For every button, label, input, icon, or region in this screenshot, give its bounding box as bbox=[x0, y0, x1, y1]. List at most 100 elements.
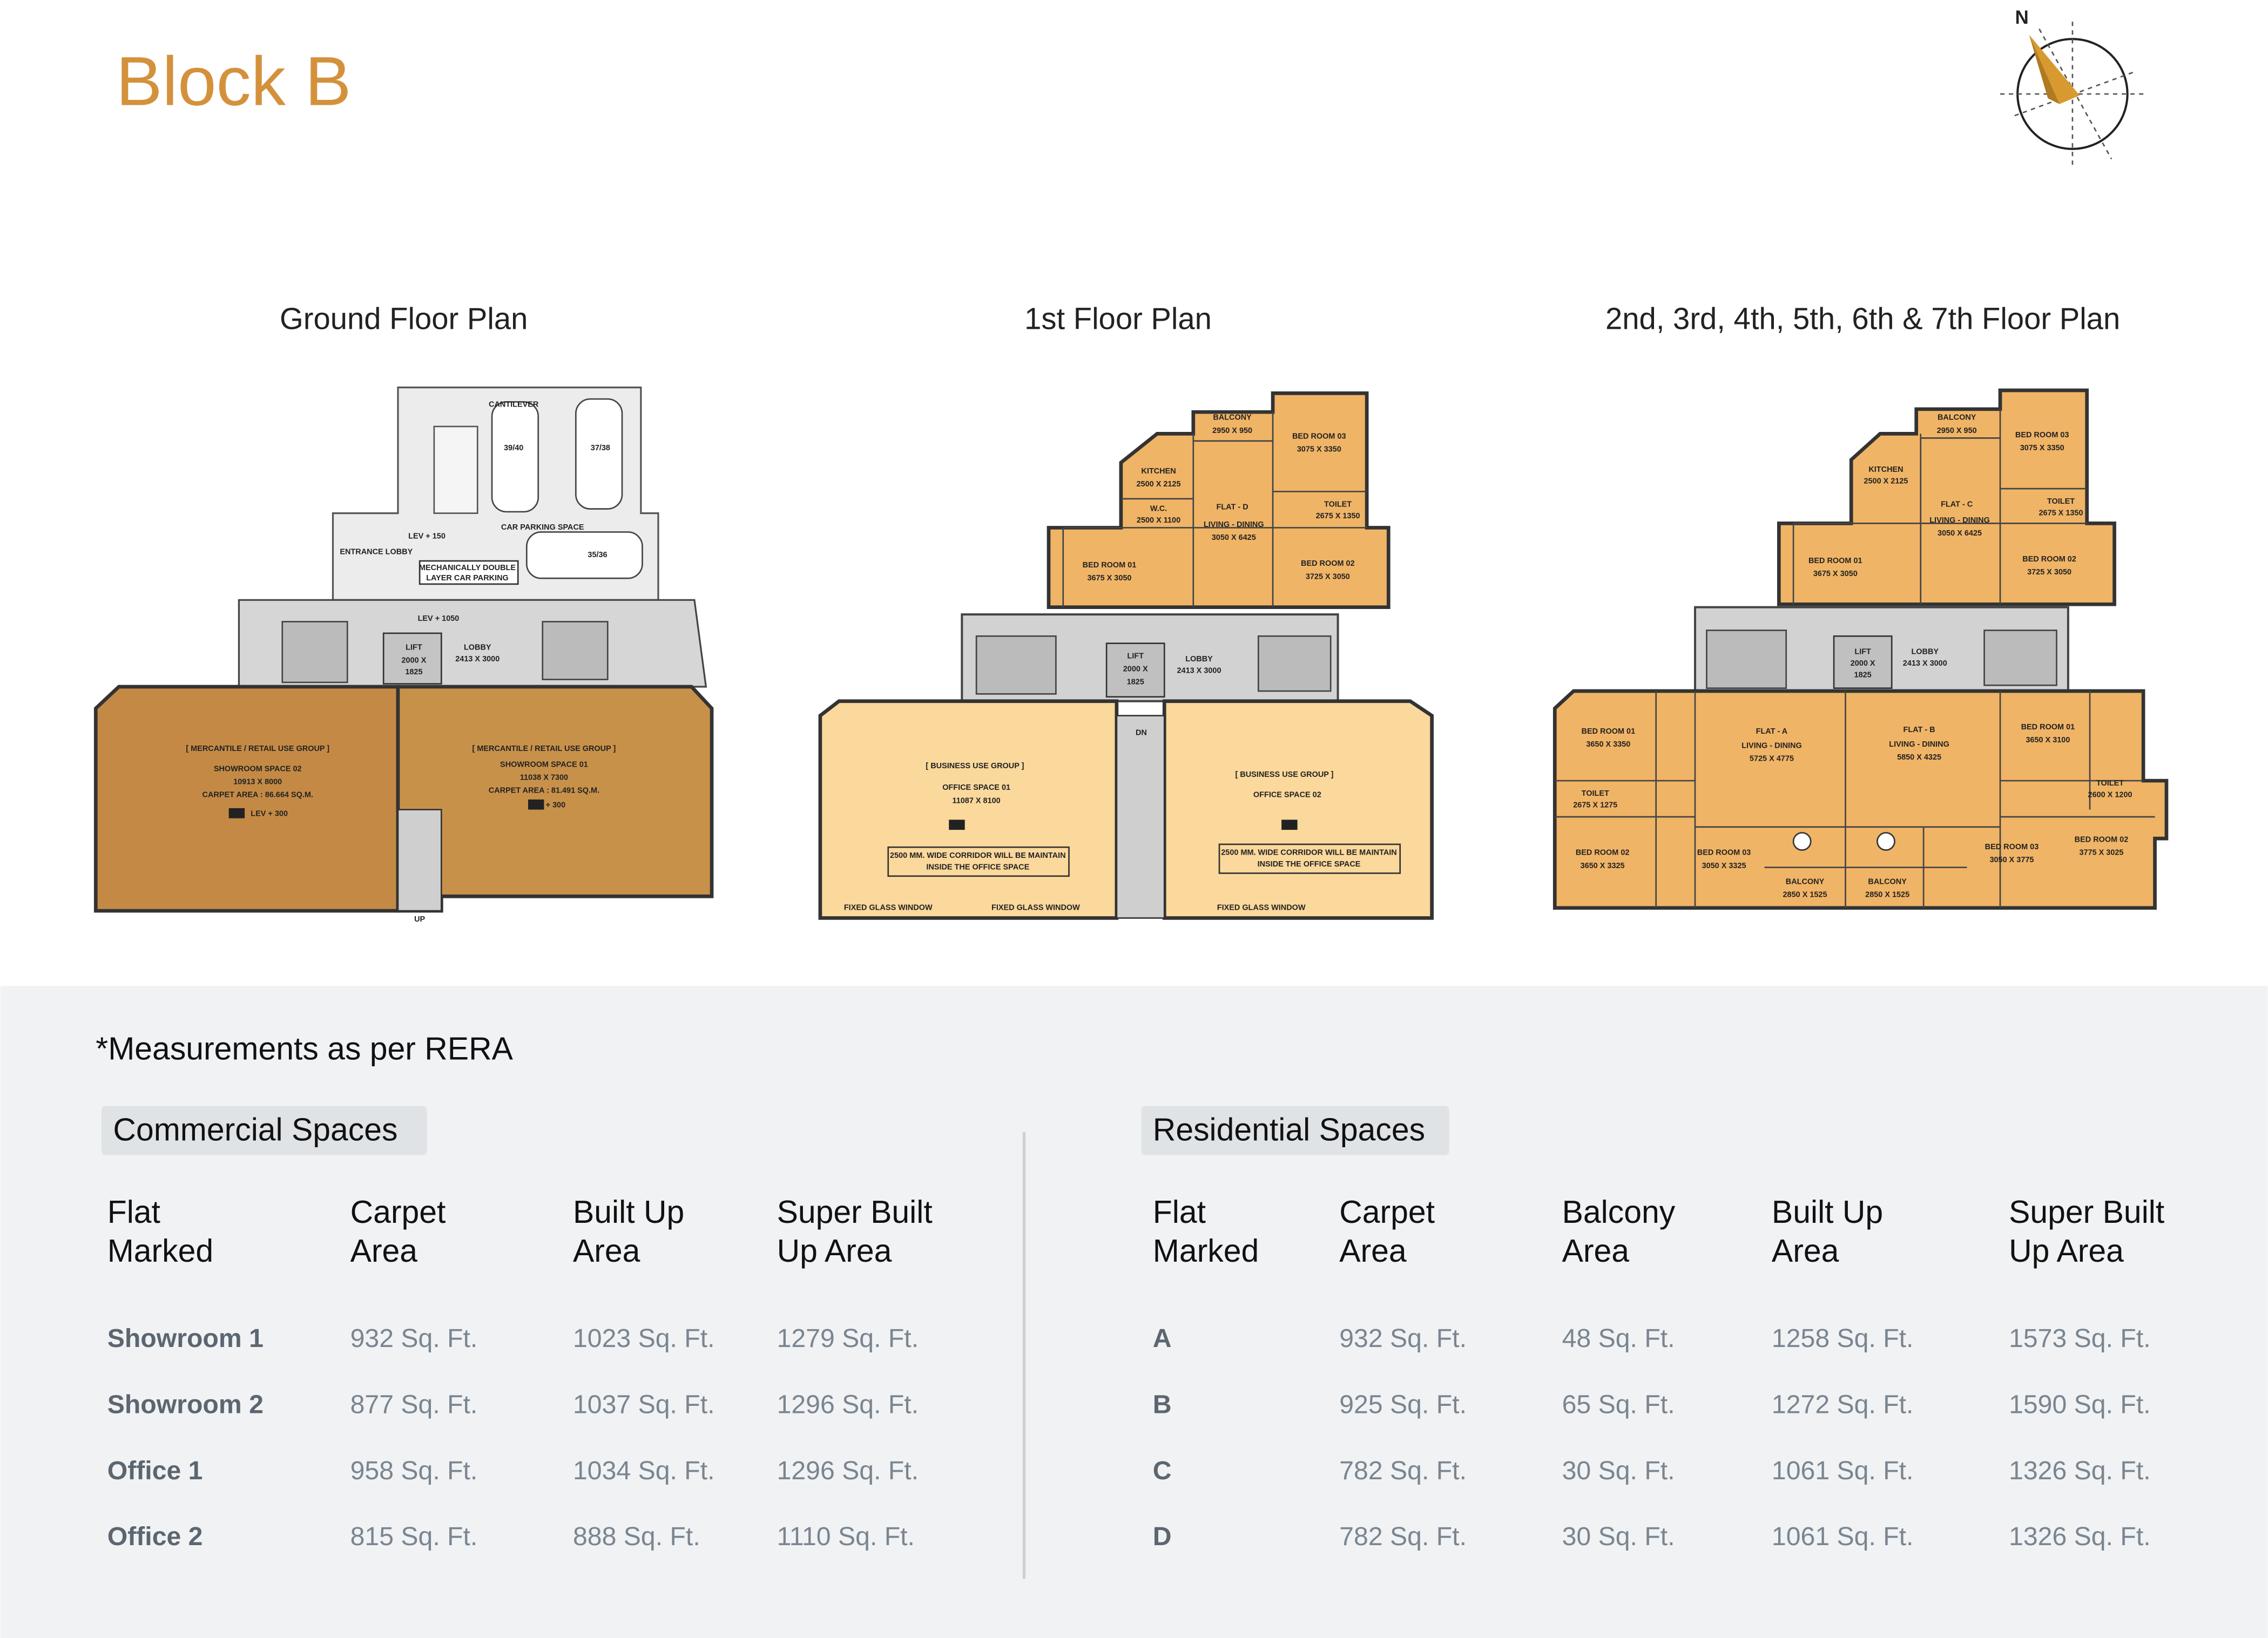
cell: 30 Sq. Ft. bbox=[1562, 1456, 1675, 1485]
plan-label: 2500 MM. WIDE CORRIDOR WILL BE MAINTAIN bbox=[890, 851, 1065, 860]
column-header: Marked bbox=[1153, 1234, 1259, 1269]
plan-label: 2500 X 2125 bbox=[1864, 477, 1908, 486]
cell: 1023 Sq. Ft. bbox=[573, 1324, 715, 1353]
plan-label: BED ROOM 01 bbox=[1582, 727, 1636, 736]
plan-label: [ BUSINESS USE GROUP ] bbox=[926, 762, 1024, 770]
plan-label: TOILET bbox=[1324, 500, 1352, 509]
plan-label: 2675 X 1275 bbox=[1573, 801, 1617, 809]
cell: 1272 Sq. Ft. bbox=[1772, 1390, 1914, 1419]
plan-label: 2000 X bbox=[1851, 659, 1875, 668]
row-label: Office 2 bbox=[107, 1522, 203, 1551]
plan-label: SHOWROOM SPACE 01 bbox=[500, 760, 588, 769]
plan-label: BED ROOM 03 bbox=[1985, 843, 2039, 851]
plan-label: 3675 X 3050 bbox=[1087, 574, 1131, 583]
column-header: Carpet bbox=[1339, 1195, 1435, 1230]
plan-label: BALCONY bbox=[1868, 877, 1907, 886]
cell: 48 Sq. Ft. bbox=[1562, 1324, 1675, 1353]
plan-label: BED ROOM 01 bbox=[1083, 561, 1137, 570]
cell: 932 Sq. Ft. bbox=[350, 1324, 478, 1353]
plan-label: ENTRANCE LOBBY bbox=[340, 548, 413, 557]
row-label: Showroom 2 bbox=[107, 1390, 264, 1419]
plan-label: 3650 X 3350 bbox=[1586, 740, 1630, 749]
plan-label: KITCHEN bbox=[1141, 467, 1176, 476]
plan-label: 3650 X 3325 bbox=[1581, 862, 1625, 870]
compass-label: N bbox=[2015, 7, 2029, 28]
plan-label: BED ROOM 02 bbox=[2022, 555, 2076, 564]
column-header: Area bbox=[573, 1234, 640, 1269]
cell: 958 Sq. Ft. bbox=[350, 1456, 478, 1485]
plan-label: INSIDE THE OFFICE SPACE bbox=[926, 863, 1029, 872]
plan-label: 3650 X 3100 bbox=[2026, 736, 2070, 744]
cell: 1061 Sq. Ft. bbox=[1772, 1522, 1914, 1551]
plan-label: 3050 X 6425 bbox=[1212, 533, 1256, 542]
plan-label: TOILET bbox=[2047, 497, 2075, 506]
plan-label: LOBBY bbox=[1185, 655, 1213, 664]
cell: 925 Sq. Ft. bbox=[1339, 1390, 1467, 1419]
cell: 1279 Sq. Ft. bbox=[777, 1324, 919, 1353]
plan-label: LEV + 300 bbox=[251, 809, 288, 818]
plan-label: FIXED GLASS WINDOW bbox=[1217, 903, 1306, 912]
plan-label: LOBBY bbox=[464, 643, 491, 652]
plan-label: 2850 X 1525 bbox=[1865, 890, 1909, 899]
column-header: Super Built bbox=[777, 1195, 933, 1230]
cell: 888 Sq. Ft. bbox=[573, 1522, 700, 1551]
plan-label: 2675 X 1350 bbox=[2039, 509, 2083, 517]
plan-label: CARPET AREA : 81.491 SQ.M. bbox=[489, 787, 599, 795]
plan-label: BED ROOM 01 bbox=[2021, 723, 2075, 732]
plan-label: 2000 X bbox=[402, 656, 427, 665]
column-header: Area bbox=[1339, 1234, 1407, 1269]
row-label: B bbox=[1153, 1390, 1172, 1419]
plan-label: 3675 X 3050 bbox=[1813, 570, 1858, 578]
column-header: Built Up bbox=[1772, 1195, 1883, 1230]
plan-label: [ BUSINESS USE GROUP ] bbox=[1235, 770, 1333, 779]
plan-label: OFFICE SPACE 02 bbox=[1253, 791, 1321, 800]
plan-label: 3075 X 3350 bbox=[2020, 444, 2064, 452]
column-header: Flat bbox=[1153, 1195, 1206, 1230]
plan-title: 2nd, 3rd, 4th, 5th, 6th & 7th Floor Plan bbox=[1605, 301, 2120, 335]
plan-label: 1825 bbox=[1127, 678, 1144, 687]
plan-label: [ MERCANTILE / RETAIL USE GROUP ] bbox=[473, 744, 616, 753]
plan-label: 2413 X 3000 bbox=[1903, 659, 1947, 668]
column-header: Area bbox=[1562, 1234, 1630, 1269]
plan-label: BED ROOM 03 bbox=[1697, 849, 1751, 857]
plan-title: 1st Floor Plan bbox=[1024, 301, 1212, 335]
cell: 1034 Sq. Ft. bbox=[573, 1456, 715, 1485]
plan-label: LIFT bbox=[406, 643, 422, 652]
row-label: Office 1 bbox=[107, 1456, 203, 1485]
ground-floor-drawing bbox=[93, 387, 714, 913]
row-label: Showroom 1 bbox=[107, 1324, 264, 1353]
plan-label: BED ROOM 02 bbox=[1576, 849, 1630, 857]
plan-label: BED ROOM 02 bbox=[1301, 559, 1355, 568]
plan-label: 2500 MM. WIDE CORRIDOR WILL BE MAINTAIN bbox=[1221, 849, 1396, 857]
cell: 1590 Sq. Ft. bbox=[2009, 1390, 2151, 1419]
plan-label: 2500 X 2125 bbox=[1137, 480, 1181, 489]
plan-label: BALCONY bbox=[1786, 877, 1825, 886]
plan-label: LIVING - DINING bbox=[1889, 740, 1949, 749]
cell: 1037 Sq. Ft. bbox=[573, 1390, 715, 1419]
column-header: Balcony bbox=[1562, 1195, 1676, 1230]
plan-label: MECHANICALLY DOUBLE bbox=[419, 564, 516, 572]
plan-label: FLAT - C bbox=[1941, 500, 1973, 509]
column-header: Area bbox=[350, 1234, 418, 1269]
column-header: Carpet bbox=[350, 1195, 446, 1230]
cell: 1296 Sq. Ft. bbox=[777, 1456, 919, 1485]
plan-label: CARPET AREA : 86.664 SQ.M. bbox=[202, 791, 313, 800]
plan-label: BALCONY bbox=[1938, 414, 1976, 422]
plan-label: 3050 X 3325 bbox=[1702, 862, 1746, 870]
column-header: Super Built bbox=[2009, 1195, 2164, 1230]
typical-floor-drawing bbox=[1552, 388, 2169, 910]
cell: 65 Sq. Ft. bbox=[1562, 1390, 1675, 1419]
plan-label: TOILET bbox=[2096, 779, 2124, 788]
plan-title: Ground Floor Plan bbox=[280, 301, 528, 335]
plan-label: UP bbox=[414, 915, 425, 924]
plan-label: 1825 bbox=[1854, 671, 1872, 679]
plan-label: FLAT - A bbox=[1756, 727, 1788, 736]
first-floor-drawing bbox=[818, 391, 1434, 920]
plan-label: FLAT - D bbox=[1217, 503, 1248, 512]
column-header: Built Up bbox=[573, 1195, 684, 1230]
plan-label: LIVING - DINING bbox=[1929, 516, 1990, 525]
plan-label: 1825 bbox=[405, 668, 422, 676]
plan-label: 10913 X 8000 bbox=[233, 778, 282, 787]
plan-label: 2675 X 1350 bbox=[1316, 512, 1360, 520]
